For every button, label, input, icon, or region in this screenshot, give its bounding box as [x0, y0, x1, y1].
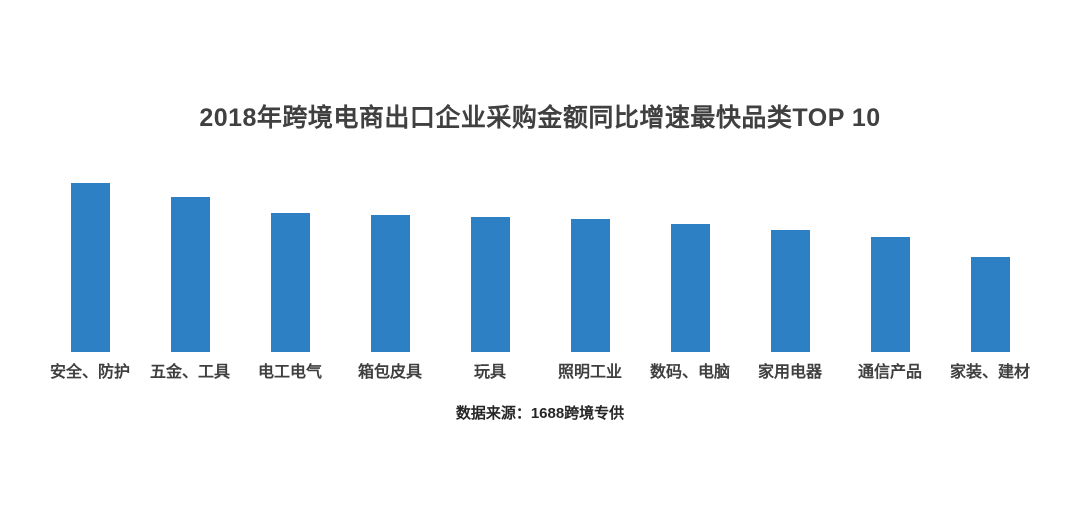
bar-4	[370, 215, 410, 352]
bar-1	[70, 183, 110, 352]
bar-column-4	[340, 183, 440, 352]
category-label-10: 家装、建材	[949, 364, 1030, 381]
bar-6	[570, 218, 610, 352]
bar-7	[670, 223, 710, 352]
bar-column-3	[240, 183, 340, 352]
bar-column-1	[40, 183, 140, 352]
category-label-3: 电工电气	[257, 364, 322, 381]
category-label-6: 照明工业	[557, 364, 622, 381]
category-axis: 安全、防护 五金、工具 电工电气 箱包皮具 玩具 照明工业 数码、电脑 家用电器 通信产品 家装、…	[40, 358, 1040, 382]
bars-row	[40, 183, 1040, 352]
category-label-7: 数码、电脑	[649, 364, 730, 381]
bar-5	[470, 216, 510, 352]
category-label-8: 家用电器	[757, 364, 822, 381]
bar-column-7	[640, 183, 740, 352]
category-label-2: 五金、工具	[149, 364, 230, 381]
category-label-5: 玩具	[473, 364, 506, 381]
bar-column-6	[540, 183, 640, 352]
bar-column-8	[740, 183, 840, 352]
category-label-9: 通信产品	[857, 364, 922, 381]
bar-2	[170, 196, 210, 352]
bar-8	[770, 230, 810, 352]
bar-3	[270, 213, 310, 352]
plot-area: 安全、防护 五金、工具 电工电气 箱包皮具 玩具 照明工业 数码、电脑 家用电器 通信产品 家装、…	[40, 183, 1040, 382]
bar-10	[970, 257, 1010, 352]
bar-column-10	[940, 183, 1040, 352]
bar-9	[870, 237, 910, 352]
bar-column-9	[840, 183, 940, 352]
chart-title: 2018年跨境电商出口企业采购金额同比增速最快品类TOP 10	[199, 104, 881, 132]
category-label-1: 安全、防护	[49, 364, 130, 381]
bar-column-5	[440, 183, 540, 352]
category-label-4: 箱包皮具	[357, 364, 422, 381]
bar-column-2	[140, 183, 240, 352]
data-source-caption: 数据来源：1688跨境专供	[455, 405, 625, 422]
